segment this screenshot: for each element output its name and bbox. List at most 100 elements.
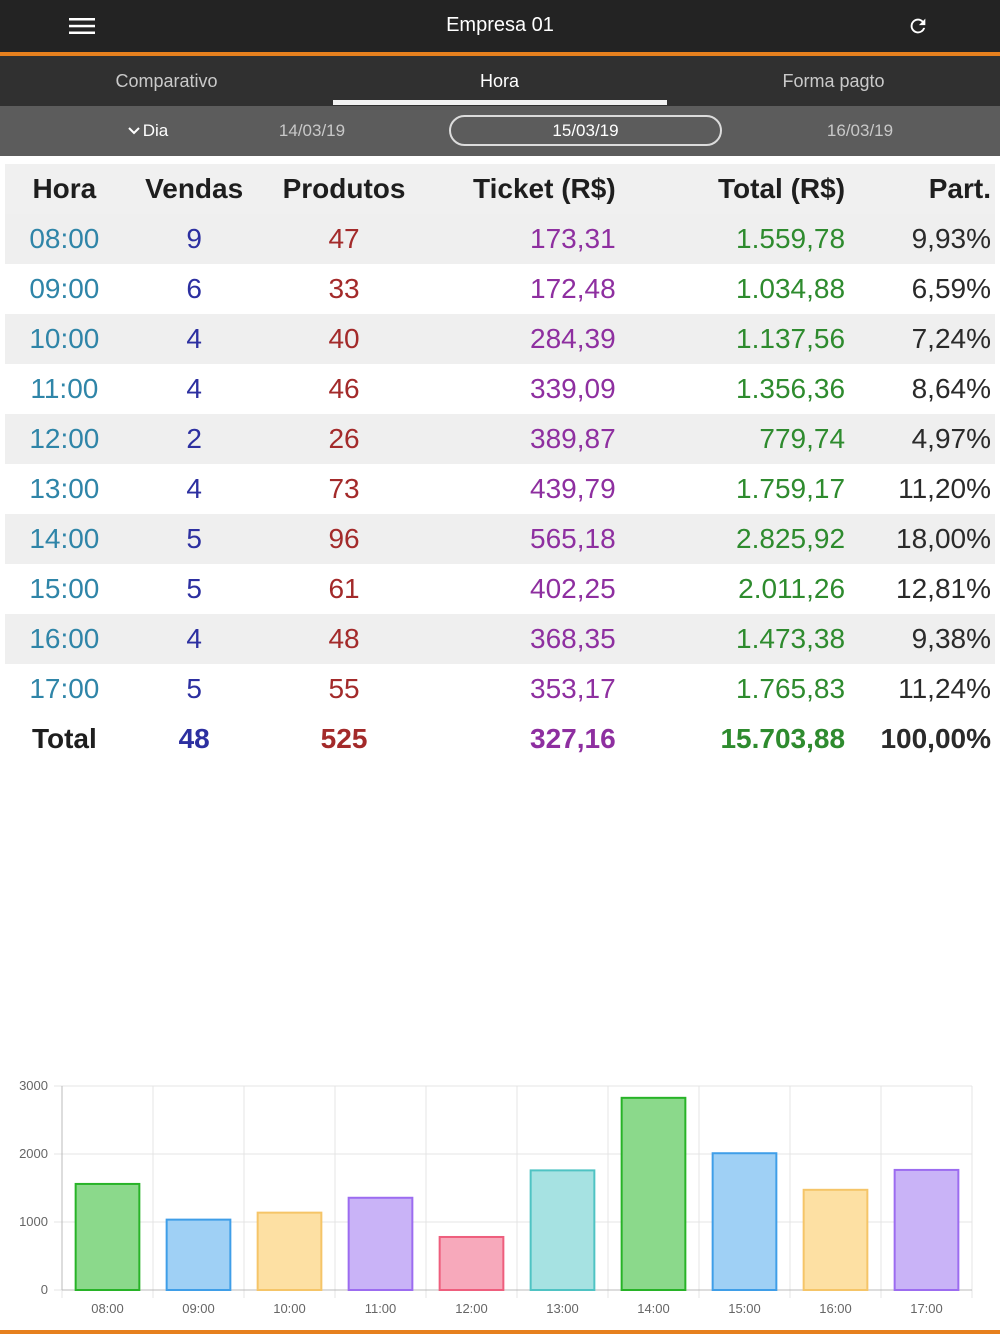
x-tick-label: 17:00 <box>910 1301 943 1316</box>
col-header-hora[interactable]: Hora <box>32 173 97 204</box>
bar-1500[interactable] <box>711 1152 778 1292</box>
cell-ticket: 402,25 <box>530 573 616 604</box>
table-row[interactable]: 10:00 4 40 284,39 1.137,56 7,24% <box>5 314 995 364</box>
cell-part: 18,00% <box>896 523 991 554</box>
cell-hora: 15:00 <box>29 573 100 604</box>
x-tick-label: 08:00 <box>91 1301 124 1316</box>
cell-ticket: 172,48 <box>530 273 616 304</box>
col-header-ticket[interactable]: Ticket (R$) <box>473 173 616 204</box>
bar-0900[interactable] <box>165 1218 232 1291</box>
total-cell-part: 100,00% <box>880 723 991 754</box>
cell-vendas: 5 <box>186 673 202 704</box>
tab-comparativo[interactable]: Comparativo <box>115 70 218 91</box>
date-bar: 14/03/19 15/03/19 16/03/19 <box>0 106 1000 156</box>
tab-hora[interactable]: Hora <box>479 70 519 91</box>
cell-hora: 12:00 <box>29 423 100 454</box>
cell-vendas: 6 <box>186 273 202 304</box>
menu-button[interactable] <box>62 10 102 42</box>
app-title: Empresa 01 <box>446 14 554 36</box>
col-header-total[interactable]: Total (R$) <box>718 173 846 204</box>
cell-part: 4,97% <box>911 423 991 454</box>
table-total-row: Total 48 525 327,16 15.703,88 100,00% <box>5 714 995 764</box>
col-header-vendas[interactable]: Vendas <box>145 173 244 204</box>
cell-produtos: 26 <box>328 423 360 454</box>
cell-hora: 10:00 <box>29 323 100 354</box>
cell-hora: 13:00 <box>29 473 100 504</box>
bar-1400[interactable] <box>620 1096 687 1292</box>
cell-ticket: 353,17 <box>530 673 616 704</box>
total-cell-produtos: 525 <box>320 723 368 754</box>
cell-ticket: 439,79 <box>530 473 616 504</box>
cell-ticket: 368,35 <box>530 623 616 654</box>
prev-date[interactable]: 14/03/19 <box>278 121 346 140</box>
total-cell-vendas: 48 <box>178 723 210 754</box>
cell-part: 7,24% <box>911 323 991 354</box>
x-tick-label: 11:00 <box>365 1301 397 1316</box>
cell-part: 6,59% <box>911 273 991 304</box>
cell-produtos: 47 <box>328 223 360 254</box>
y-tick-label: 0 <box>41 1282 48 1297</box>
table-row[interactable]: 13:00 4 73 439,79 1.759,17 11,20% <box>5 464 995 514</box>
cell-hora: 09:00 <box>29 273 100 304</box>
tab-forma-pagto[interactable]: Forma pagto <box>782 70 885 91</box>
period-dropdown[interactable]: Dia <box>118 106 178 156</box>
cell-part: 9,38% <box>911 623 991 654</box>
next-date[interactable]: 16/03/19 <box>826 121 894 140</box>
table-header-row: Hora Vendas Produtos Ticket (R$) Total (… <box>5 164 995 214</box>
table-row[interactable]: 14:00 5 96 565,18 2.825,92 18,00% <box>5 514 995 564</box>
cell-vendas: 4 <box>186 623 202 654</box>
bar-0800[interactable] <box>74 1182 141 1291</box>
cell-produtos: 55 <box>328 673 360 704</box>
cell-hora: 14:00 <box>29 523 100 554</box>
cell-produtos: 61 <box>328 573 360 604</box>
table-row[interactable]: 15:00 5 61 402,25 2.011,26 12,81% <box>5 564 995 614</box>
cell-vendas: 5 <box>186 523 202 554</box>
bar-1000[interactable] <box>256 1211 323 1291</box>
col-header-produtos[interactable]: Produtos <box>282 173 406 204</box>
table-row[interactable]: 09:00 6 33 172,48 1.034,88 6,59% <box>5 264 995 314</box>
cell-vendas: 4 <box>186 473 202 504</box>
bar-1700[interactable] <box>893 1168 960 1291</box>
cell-part: 11,20% <box>898 473 991 504</box>
hourly-sales-table: Hora Vendas Produtos Ticket (R$) Total (… <box>5 164 995 764</box>
cell-ticket: 284,39 <box>530 323 616 354</box>
cell-total: 1.473,38 <box>736 623 846 654</box>
table-row[interactable]: 11:00 4 46 339,09 1.356,36 8,64% <box>5 364 995 414</box>
cell-part: 9,93% <box>911 223 991 254</box>
cell-total: 2.011,26 <box>738 573 846 604</box>
bar-1600[interactable] <box>802 1188 869 1291</box>
cell-ticket: 565,18 <box>530 523 616 554</box>
cell-vendas: 2 <box>186 423 202 454</box>
app-bar <box>0 0 1000 52</box>
cell-total: 1.034,88 <box>736 273 846 304</box>
period-label: Dia <box>142 121 169 140</box>
x-tick-label: 09:00 <box>182 1301 215 1316</box>
cell-total: 1.765,83 <box>736 673 846 704</box>
x-tick-label: 12:00 <box>455 1301 488 1316</box>
cell-part: 8,64% <box>911 373 991 404</box>
cell-vendas: 5 <box>186 573 202 604</box>
current-date[interactable]: 15/03/19 <box>552 121 619 140</box>
cell-total: 2.825,92 <box>736 523 846 554</box>
active-tab-indicator <box>333 100 667 105</box>
menu-icon <box>69 18 95 34</box>
refresh-button[interactable] <box>900 8 936 44</box>
hourly-total-bar-chart: 0 1000 2000 3000 08:00 09:00 10:00 11:00 12:00 13… <box>19 1078 973 1316</box>
cell-part: 12,81% <box>896 573 991 604</box>
table-row[interactable]: 16:00 4 48 368,35 1.473,38 9,38% <box>5 614 995 664</box>
bar-1200[interactable] <box>438 1235 505 1291</box>
table-row[interactable]: 08:00 9 47 173,31 1.559,78 9,93% <box>5 214 995 264</box>
table-row[interactable]: 12:00 2 26 389,87 779,74 4,97% <box>5 414 995 464</box>
cell-produtos: 33 <box>328 273 360 304</box>
cell-part: 11,24% <box>898 673 991 704</box>
y-tick-label: 2000 <box>19 1146 48 1161</box>
cell-hora: 11:00 <box>30 373 99 404</box>
col-header-part[interactable]: Part. <box>928 173 991 204</box>
cell-total: 1.137,56 <box>736 323 846 354</box>
cell-total: 1.759,17 <box>736 473 846 504</box>
cell-produtos: 73 <box>328 473 360 504</box>
bar-1100[interactable] <box>347 1196 414 1291</box>
table-row[interactable]: 17:00 5 55 353,17 1.765,83 11,24% <box>5 664 995 714</box>
bar-1300[interactable] <box>529 1169 596 1291</box>
cell-total: 1.356,36 <box>736 373 846 404</box>
